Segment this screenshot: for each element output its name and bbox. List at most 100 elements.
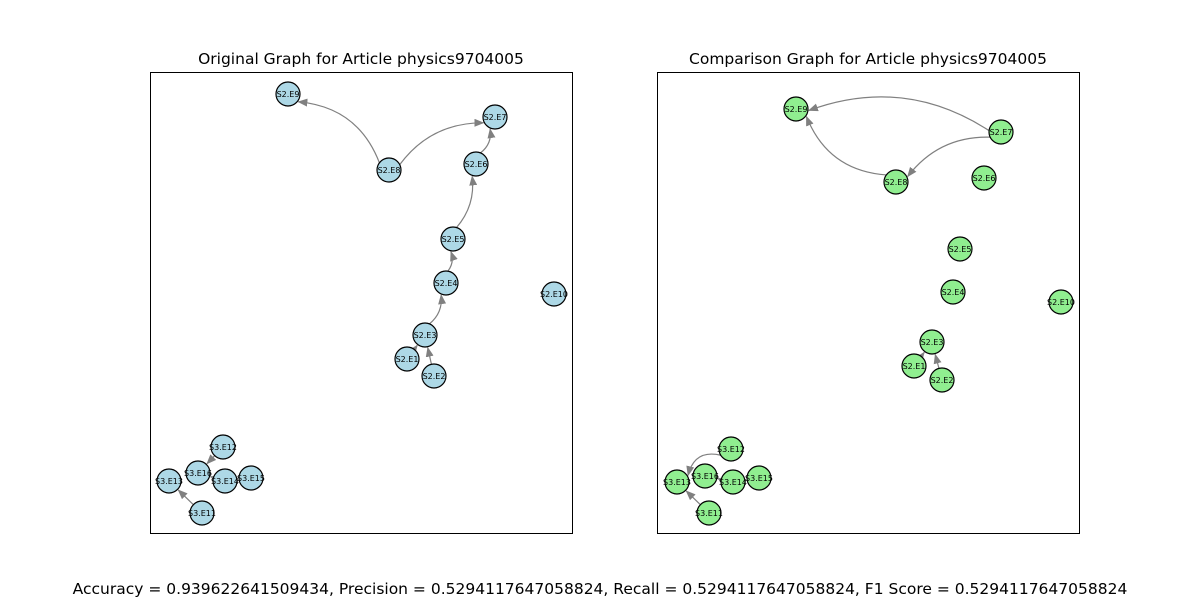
node-circle — [901, 353, 927, 379]
edge-S2.E2-to-S2.E3 — [933, 353, 942, 369]
node-circle — [696, 500, 722, 526]
edge-S2.E8-to-S2.E9 — [297, 98, 380, 164]
graph-node: S3.E14 — [211, 468, 239, 494]
node-circle — [883, 169, 909, 195]
node-circle — [412, 322, 438, 348]
node-circle — [212, 468, 238, 494]
node-circle — [433, 270, 459, 296]
graph-node: S3.E13 — [155, 468, 183, 494]
edge-S2.E7-to-S2.E9 — [807, 96, 990, 132]
panel-original-nodes: S2.E9 S2.E7 S2.E8 S2.E6 S2.E5 S2.E4 S2.E10 S2.E… — [155, 81, 568, 526]
graph-node: S2.E3 — [919, 329, 945, 355]
edge-S2.E7-to-S2.E8 — [907, 136, 991, 178]
node-circle — [940, 279, 966, 305]
panel-comparison-frame — [657, 72, 1080, 534]
node-circle — [463, 151, 489, 177]
graph-node: S3.E12 — [717, 436, 745, 462]
node-label: S2.E8 — [378, 166, 401, 175]
node-circle — [482, 104, 508, 130]
graph-node: S2.E10 — [1047, 289, 1075, 315]
node-label: S3.E14 — [211, 477, 239, 486]
node-circle — [541, 281, 567, 307]
node-circle — [783, 96, 809, 122]
node-label: S2.E8 — [885, 178, 908, 187]
node-label: S2.E10 — [1047, 298, 1075, 307]
graph-node: S2.E4 — [433, 270, 459, 296]
edge-S2.E3-to-S2.E4 — [429, 294, 447, 325]
panel-comparison-title: Comparison Graph for Article physics9704… — [689, 50, 1047, 68]
node-circle — [988, 119, 1014, 145]
edge-S2.E6-to-S2.E7 — [480, 128, 496, 154]
node-circle — [238, 465, 264, 491]
node-label: S3.E11 — [695, 509, 723, 518]
node-label: S2.E1 — [396, 355, 419, 364]
panel-comparison-nodes: S2.E9 S2.E7 S2.E8 S2.E6 S2.E5 S2.E4 S2.E10 S2.E… — [663, 96, 1075, 526]
node-circle — [376, 157, 402, 183]
node-label: S2.E7 — [484, 113, 507, 122]
node-label: S2.E5 — [442, 235, 465, 244]
panel-comparison-edges — [685, 96, 991, 506]
node-label: S2.E3 — [414, 331, 437, 340]
edge-S3.E11-to-S3.E13 — [685, 490, 701, 506]
node-label: S2.E9 — [785, 105, 808, 114]
panel-original-frame — [150, 72, 573, 534]
node-label: S2.E2 — [931, 376, 954, 385]
graph-node: S2.E2 — [929, 367, 955, 393]
node-label: S3.E12 — [717, 445, 745, 454]
edge-S3.E11-to-S3.E13 — [177, 489, 194, 506]
edge-S2.E8-to-S2.E7 — [399, 118, 485, 165]
node-label: S2.E9 — [277, 90, 300, 99]
graph-node: S3.E15 — [237, 465, 265, 491]
node-label: S3.E14 — [719, 478, 747, 487]
node-label: S2.E6 — [465, 160, 488, 169]
node-label: S3.E13 — [663, 478, 691, 487]
node-label: S3.E16 — [691, 472, 719, 481]
node-label: S3.E15 — [237, 474, 265, 483]
graph-node: S2.E7 — [482, 104, 508, 130]
graph-node: S2.E4 — [940, 279, 966, 305]
graph-node: S3.E16 — [184, 460, 212, 486]
node-circle — [971, 165, 997, 191]
node-circle — [746, 465, 772, 491]
metrics-summary: Accuracy = 0.939622641509434, Precision … — [73, 580, 1128, 598]
graph-node: S2.E1 — [394, 346, 420, 372]
graph-node: S2.E8 — [376, 157, 402, 183]
node-label: S3.E15 — [745, 474, 773, 483]
graph-node: S2.E1 — [901, 353, 927, 379]
edge-S2.E8-to-S2.E9 — [805, 115, 887, 176]
graph-node: S3.E15 — [745, 465, 773, 491]
graph-node: S2.E9 — [275, 81, 301, 107]
node-circle — [1048, 289, 1074, 315]
node-label: S2.E3 — [921, 338, 944, 347]
graph-node: S2.E2 — [421, 363, 447, 389]
graph-node: S3.E16 — [691, 463, 719, 489]
graph-node: S3.E14 — [719, 469, 747, 495]
node-label: S3.E16 — [184, 469, 212, 478]
graph-node: S2.E10 — [540, 281, 568, 307]
edge-S2.E2-to-S2.E3 — [425, 346, 434, 365]
graph-node: S3.E11 — [695, 500, 723, 526]
edge-S2.E1-to-S2.E3 — [915, 351, 925, 362]
panel-original-title: Original Graph for Article physics970400… — [198, 50, 524, 68]
graph-node: S3.E12 — [209, 434, 237, 460]
node-label: S2.E2 — [423, 372, 446, 381]
edge-S2.E5-to-S2.E6 — [456, 175, 478, 228]
graph-node: S2.E3 — [412, 322, 438, 348]
node-circle — [189, 500, 215, 526]
node-circle — [919, 329, 945, 355]
edge-S3.E12-to-S3.E13 — [686, 453, 721, 477]
graph-node: S3.E11 — [188, 500, 216, 526]
node-label: S3.E11 — [188, 509, 216, 518]
panel-comparison: Comparison Graph for Article physics9704… — [657, 50, 1080, 534]
node-label: S3.E12 — [209, 443, 237, 452]
node-label: S3.E13 — [155, 477, 183, 486]
node-circle — [421, 363, 447, 389]
node-circle — [210, 434, 236, 460]
node-circle — [692, 463, 718, 489]
node-circle — [156, 468, 182, 494]
node-label: S2.E7 — [990, 128, 1013, 137]
edge-S3.E12-to-S3.E16 — [206, 454, 217, 465]
node-label: S2.E5 — [949, 245, 972, 254]
node-label: S2.E1 — [903, 362, 926, 371]
